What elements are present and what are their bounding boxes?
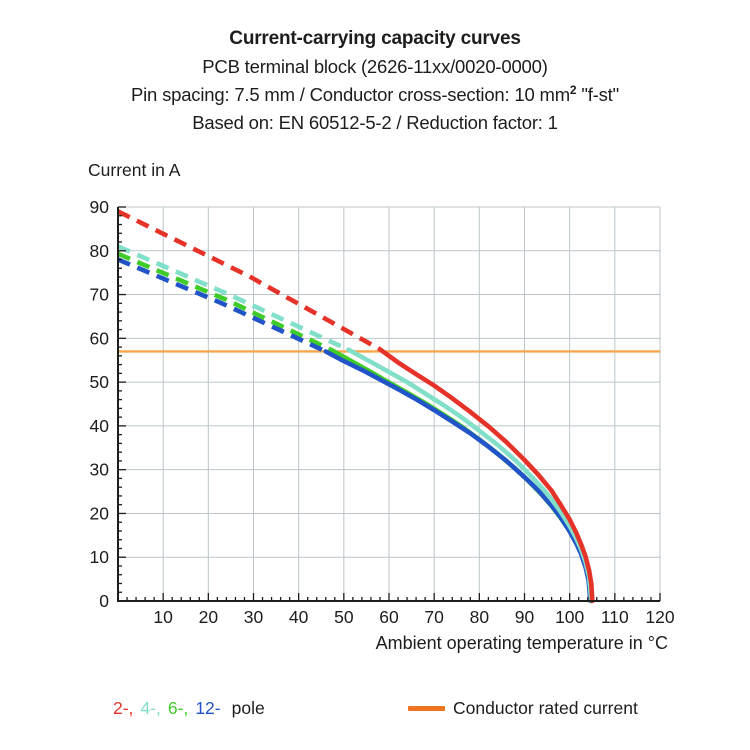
- y-tick-label: 90: [90, 197, 110, 217]
- x-tick-label: 60: [379, 607, 399, 627]
- chart-title: Current-carrying capacity curves: [229, 28, 521, 49]
- specs-superscript: 2: [569, 82, 577, 97]
- curve-6-pole-dashed: [117, 251, 334, 353]
- x-tick-label: 40: [289, 607, 309, 627]
- chart-subtitle-model: PCB terminal block (2626-11xx/0020-0000): [202, 56, 548, 77]
- x-tick-label: 100: [555, 607, 584, 627]
- chart-subtitle-specs: Pin spacing: 7.5 mm / Conductor cross-se…: [0, 81, 750, 109]
- y-tick-label: 50: [90, 372, 110, 392]
- x-tick-label: 90: [515, 607, 535, 627]
- y-tick-label: 80: [90, 241, 110, 261]
- legend-pole-token: 2-,: [113, 698, 134, 718]
- curve-12-pole-dashed: [117, 257, 327, 354]
- y-tick-label: 20: [90, 503, 110, 523]
- curve-12-pole-solid: [323, 349, 593, 604]
- curve-4-pole-dashed: [117, 244, 350, 352]
- x-tick-label: 10: [153, 607, 173, 627]
- x-tick-label: 30: [244, 607, 264, 627]
- x-tick-label: 20: [199, 607, 219, 627]
- curve-6-pole-solid: [330, 348, 594, 604]
- chart-area: 10 20 30 40 50 60 70 80 90 100 110 120 0 10 20 30 40 50 60…: [80, 190, 680, 634]
- x-axis-title: Ambient operating temperature in °C: [375, 633, 668, 653]
- legend-poles: 2-, 4-, 6-, 12- pole: [113, 698, 265, 719]
- legend-row: 2-, 4-, 6-, 12- pole Conductor rated cur…: [0, 696, 750, 726]
- legend-pole-token: 6-,: [167, 698, 189, 718]
- legend-pole-token: 4-,: [140, 698, 161, 718]
- y-tick-label: 10: [90, 547, 110, 567]
- legend-rated-label: Conductor rated current: [453, 698, 638, 718]
- x-tick-label: 70: [424, 607, 444, 627]
- y-axis-title: Current in A: [88, 160, 181, 180]
- curve-4-pole-solid: [346, 347, 594, 604]
- legend-pole-suffix: pole: [231, 698, 265, 718]
- capacity-chart: 10 20 30 40 50 60 70 80 90 100 110 120 0 10 20 30 40 50 60…: [90, 197, 675, 627]
- chart-subtitle-basis: Based on: EN 60512-5-2 / Reduction facto…: [192, 112, 558, 133]
- y-tick-label: 70: [90, 285, 110, 305]
- curve-2-pole-dashed: [116, 209, 382, 352]
- curve-2-pole-solid: [377, 347, 595, 604]
- legend-pole-token: 12-: [195, 698, 221, 718]
- x-tick-label: 110: [601, 607, 629, 627]
- header-block: Current-carrying capacity curves PCB ter…: [0, 25, 750, 137]
- specs-text: Pin spacing: 7.5 mm / Conductor cross-se…: [131, 84, 570, 105]
- x-tick-label: 120: [645, 607, 674, 627]
- x-tick-label: 50: [334, 607, 354, 627]
- y-tick-label: 60: [90, 328, 110, 348]
- y-tick-label: 0: [99, 591, 109, 611]
- rated-current-swatch-icon: [408, 706, 445, 711]
- x-tick-label: 80: [470, 607, 490, 627]
- y-tick-label: 40: [90, 416, 110, 436]
- y-tick-label: 30: [90, 460, 110, 480]
- legend-rated: Conductor rated current: [408, 698, 638, 719]
- specs-text-suffix: "f-st": [576, 84, 619, 105]
